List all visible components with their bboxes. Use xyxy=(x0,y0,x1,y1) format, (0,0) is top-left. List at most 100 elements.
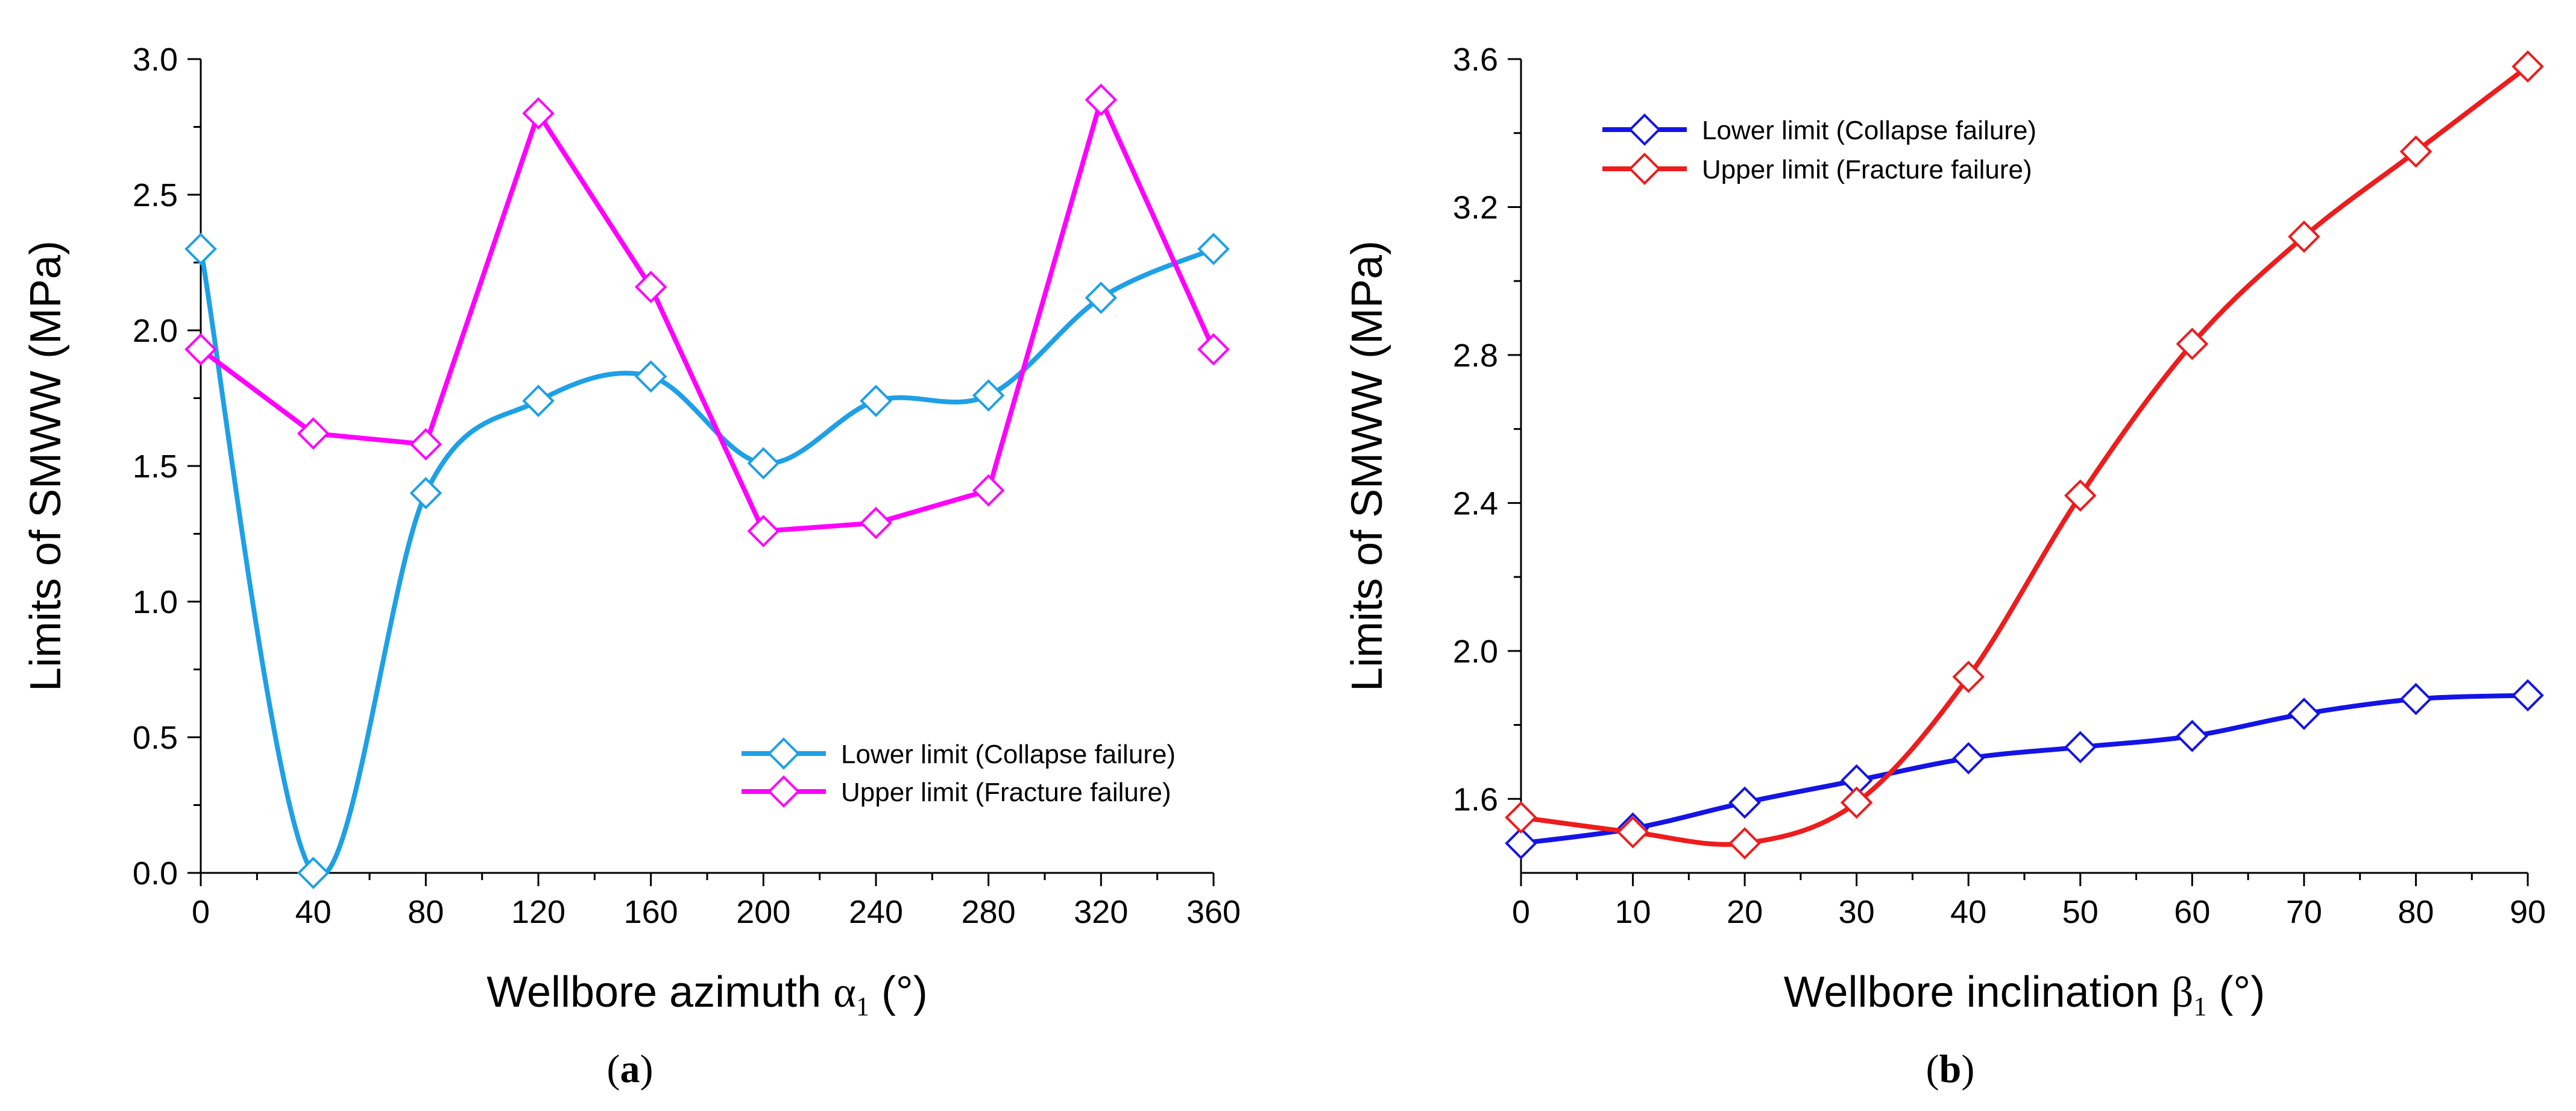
data-point-upper-limit xyxy=(1616,816,1649,849)
data-point-upper-limit xyxy=(1085,83,1118,116)
data-point-upper-limit xyxy=(1197,333,1230,366)
data-point-lower-limit xyxy=(2511,679,2544,712)
data-point-upper-limit xyxy=(1952,660,1985,693)
chart-panel-b: 0 10 20 30 40 50 60 70 80 90 1.6 2.0 2.4 2.8 3.2 3.6 Lim… xyxy=(1343,42,2546,1091)
x-axis-title: Wellbore azimuth α1 (°) xyxy=(487,968,927,1021)
x-tick-label: 320 xyxy=(1074,894,1128,930)
data-point-lower-limit xyxy=(2176,720,2209,752)
data-point-upper-limit xyxy=(2399,135,2433,168)
data-point-lower-limit xyxy=(1085,282,1118,314)
series-line-upper-limit xyxy=(199,97,1216,533)
data-point-lower-limit xyxy=(747,447,780,480)
legend-swatch-marker xyxy=(1628,113,1661,146)
data-point-lower-limit xyxy=(860,385,892,417)
x-tick-label: 80 xyxy=(408,894,444,930)
x-tick-label: 40 xyxy=(295,894,332,930)
panel-label: (b) xyxy=(1926,1047,1975,1091)
x-tick-label: 70 xyxy=(2286,894,2322,930)
data-point-upper-limit xyxy=(184,333,217,366)
x-axis-title-subscript: 1 xyxy=(856,992,869,1021)
data-point-lower-limit xyxy=(1197,233,1230,265)
y-tick-label: 2.0 xyxy=(1453,634,1498,670)
x-axis-title-symbol: β xyxy=(2171,968,2194,1016)
y-tick-label: 0.0 xyxy=(133,855,178,892)
legend-swatch-marker xyxy=(1628,153,1661,185)
y-tick-label: 1.5 xyxy=(133,448,178,485)
series-line-lower-limit xyxy=(198,247,1215,879)
x-tick-label: 200 xyxy=(736,894,790,930)
x-tick-label: 360 xyxy=(1186,894,1241,930)
data-point-upper-limit xyxy=(409,428,442,461)
data-point-lower-limit xyxy=(2399,682,2433,716)
x-axis-title-symbol: α xyxy=(833,968,856,1016)
data-point-lower-limit xyxy=(409,477,442,509)
data-point-lower-limit xyxy=(2288,697,2320,730)
panel-label-letter: a xyxy=(620,1047,640,1091)
data-point-upper-limit xyxy=(1728,827,1761,860)
y-tick-label: 0.5 xyxy=(133,720,178,756)
series-line-upper-limit xyxy=(1520,65,2530,847)
data-point-upper-limit xyxy=(1505,801,1537,834)
y-tick-label: 3.2 xyxy=(1453,189,1498,225)
x-tick-label: 120 xyxy=(511,894,565,930)
y-tick-label: 2.8 xyxy=(1453,338,1498,374)
data-point-lower-limit xyxy=(522,385,555,417)
x-tick-label: 240 xyxy=(849,894,903,930)
x-tick-label: 160 xyxy=(624,894,678,930)
data-point-lower-limit xyxy=(184,233,217,265)
data-point-lower-limit xyxy=(297,857,330,889)
data-point-lower-limit xyxy=(634,360,667,393)
data-point-lower-limit xyxy=(1728,786,1761,819)
x-tick-label: 0 xyxy=(1512,894,1530,930)
legend-label: Lower limit (Collapse failure) xyxy=(1702,116,2036,145)
data-point-upper-limit xyxy=(972,474,1005,507)
x-tick-label: 90 xyxy=(2510,894,2546,930)
data-point-upper-limit xyxy=(860,506,892,540)
y-tick-label: 2.4 xyxy=(1453,485,1498,521)
legend-label: Upper limit (Fracture failure) xyxy=(841,778,1171,807)
data-point-upper-limit xyxy=(297,417,330,450)
data-point-lower-limit xyxy=(1952,741,1985,775)
x-axis-title-unit: (°) xyxy=(869,968,928,1016)
chart-panel-a: 0 40 80 120 160 200 240 280 320 360 0.0 0.5 1.0 1.5 2.… xyxy=(22,42,1241,1091)
y-tick-label: 3.6 xyxy=(1453,42,1498,78)
panel-label-close: ) xyxy=(640,1047,653,1091)
data-point-upper-limit xyxy=(747,515,780,547)
data-point-upper-limit xyxy=(2511,50,2544,83)
x-tick-label: 0 xyxy=(192,894,210,930)
x-tick-label: 30 xyxy=(1839,894,1875,930)
x-tick-label: 50 xyxy=(2062,894,2099,930)
data-point-lower-limit xyxy=(2064,731,2097,764)
y-axis-title: Limits of SMWW (MPa) xyxy=(22,241,70,691)
y-axis-title: Limits of SMWW (MPa) xyxy=(1343,241,1391,691)
data-point-upper-limit xyxy=(2288,220,2320,253)
x-tick-label: 20 xyxy=(1727,894,1763,930)
x-tick-label: 40 xyxy=(1950,894,1986,930)
data-point-lower-limit xyxy=(972,379,1005,412)
data-point-upper-limit xyxy=(634,271,667,303)
y-tick-label: 1.0 xyxy=(133,584,178,620)
panel-label: (a) xyxy=(607,1047,653,1091)
data-point-lower-limit xyxy=(1505,827,1537,860)
x-axis-title-subscript: 1 xyxy=(2193,992,2206,1021)
y-tick-label: 2.0 xyxy=(133,313,178,349)
y-tick-label: 3.0 xyxy=(133,42,178,78)
x-axis-title-unit: (°) xyxy=(2206,968,2265,1016)
panel-label-open: ( xyxy=(1926,1047,1939,1091)
data-point-upper-limit xyxy=(2176,327,2209,360)
data-point-upper-limit xyxy=(2064,479,2097,512)
series-line-lower-limit xyxy=(1520,693,2528,846)
x-tick-label: 10 xyxy=(1615,894,1651,930)
data-point-upper-limit xyxy=(522,97,555,130)
x-tick-label: 280 xyxy=(962,894,1016,930)
x-tick-label: 80 xyxy=(2398,894,2434,930)
data-point-upper-limit xyxy=(1840,786,1873,819)
x-axis-title: Wellbore inclination β1 (°) xyxy=(1784,968,2265,1021)
legend-label: Lower limit (Collapse failure) xyxy=(841,740,1176,769)
legend-label: Upper limit (Fracture failure) xyxy=(1702,155,2032,184)
x-axis-title-text: Wellbore azimuth xyxy=(487,968,833,1016)
y-tick-label: 2.5 xyxy=(133,177,178,213)
x-axis-title-text: Wellbore inclination xyxy=(1784,968,2171,1016)
legend-swatch-marker xyxy=(767,737,800,770)
